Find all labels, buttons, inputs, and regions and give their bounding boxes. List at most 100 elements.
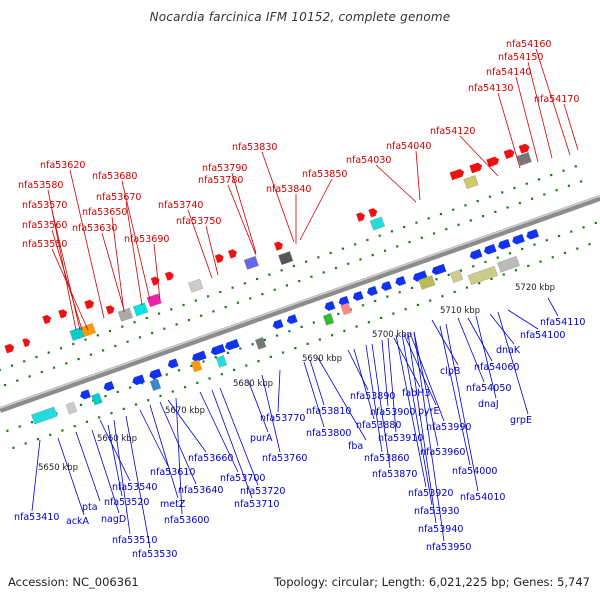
reverse-gene-label[interactable]: nfa54000 <box>452 466 497 477</box>
forward-gene-arrow <box>503 149 515 159</box>
forward-gene-label[interactable]: nfa53630 <box>72 223 117 234</box>
reverse-gene-label[interactable]: nfa53770 <box>260 413 305 424</box>
reverse-gene-label[interactable]: nfa53520 <box>104 497 149 508</box>
reverse-gene-label[interactable]: nfa54060 <box>474 362 519 373</box>
forward-gene-label[interactable]: nfa53620 <box>40 160 85 171</box>
track-dot <box>490 277 493 281</box>
reverse-gene-label[interactable]: ackA <box>66 516 90 527</box>
track-dot <box>294 347 297 350</box>
reverse-gene-label[interactable]: nfa53940 <box>418 524 463 535</box>
reverse-gene-label[interactable]: nfa53960 <box>420 447 465 458</box>
reverse-gene-label[interactable]: nfa54100 <box>520 330 565 341</box>
reverse-gene-arrow <box>431 263 447 276</box>
reverse-gene-label[interactable]: pyrE <box>418 406 440 417</box>
reverse-gene-label[interactable]: nfa54110 <box>540 317 585 328</box>
reverse-gene-label[interactable]: nfa53800 <box>306 428 351 439</box>
track-dot <box>108 329 112 333</box>
forward-gene-label[interactable]: nfa53830 <box>232 142 277 153</box>
forward-gene-box <box>463 175 479 189</box>
forward-gene-label[interactable]: nfa54030 <box>346 155 391 166</box>
reverse-gene-label[interactable]: purA <box>250 433 273 444</box>
reverse-gene-label[interactable]: grpE <box>510 415 532 426</box>
forward-gene-label[interactable]: nfa53550 <box>22 239 67 250</box>
reverse-gene-label[interactable]: dnaJ <box>478 399 499 410</box>
reverse-gene-label[interactable]: nfa53720 <box>240 486 285 497</box>
reverse-gene-label[interactable]: nfa53610 <box>150 467 195 478</box>
reverse-gene-label[interactable]: dnaK <box>496 345 521 356</box>
reverse-gene-label[interactable]: nfa53510 <box>112 535 157 546</box>
reverse-gene-label[interactable]: nfa53410 <box>14 512 59 523</box>
reverse-gene-arrow <box>469 248 483 260</box>
track-dot <box>392 312 395 315</box>
track-dot <box>245 364 248 367</box>
reverse-gene-label[interactable]: nfa54050 <box>466 383 511 394</box>
reverse-gene-label[interactable]: metZ <box>160 499 186 510</box>
forward-gene-label[interactable]: nfa53840 <box>266 184 311 195</box>
reverse-gene-label[interactable]: nfa53530 <box>132 549 177 560</box>
reverse-gene-label[interactable]: nfa53950 <box>426 542 471 553</box>
track-dot <box>306 342 309 345</box>
track-dot <box>452 208 455 211</box>
track-dot <box>525 182 528 185</box>
forward-gene-box <box>278 251 294 266</box>
reverse-leader-line <box>149 404 179 499</box>
reverse-gene-label[interactable]: nagD <box>101 514 126 525</box>
track-dot <box>280 269 283 272</box>
reverse-gene-label[interactable]: nfa53900 <box>370 407 415 418</box>
forward-gene-label[interactable]: nfa53560 <box>22 220 67 231</box>
reverse-gene-label[interactable]: fabH3 <box>402 388 430 399</box>
reverse-leader-line <box>317 357 367 441</box>
track-dot <box>61 429 64 432</box>
reverse-gene-label[interactable]: clpB <box>440 366 460 377</box>
forward-gene-label[interactable]: nfa53850 <box>302 169 347 180</box>
forward-gene-label[interactable]: nfa54130 <box>468 83 513 94</box>
reverse-gene-label[interactable]: nfa53660 <box>188 453 233 464</box>
forward-gene-label[interactable]: nfa54040 <box>386 141 431 152</box>
forward-gene-label[interactable]: nfa53750 <box>176 216 221 227</box>
reverse-gene-box <box>190 359 203 373</box>
forward-gene-label[interactable]: nfa53790 <box>202 163 247 174</box>
forward-gene-label[interactable]: nfa53670 <box>96 192 141 203</box>
reverse-gene-label[interactable]: nfa53710 <box>234 499 279 510</box>
forward-gene-label[interactable]: nfa54170 <box>534 94 579 105</box>
forward-gene-label[interactable]: nfa53680 <box>92 171 137 182</box>
reverse-gene-label[interactable]: nfa53920 <box>408 488 453 499</box>
forward-gene-label[interactable]: nfa54150 <box>498 52 543 63</box>
forward-gene-label[interactable]: nfa54120 <box>430 126 475 137</box>
reverse-gene-label[interactable]: nfa54010 <box>460 492 505 503</box>
reverse-gene-label[interactable]: nfa53890 <box>350 391 395 402</box>
reverse-gene-label[interactable]: nfa53760 <box>262 453 307 464</box>
reverse-gene-label[interactable]: nfa53810 <box>306 406 351 417</box>
reverse-gene-label[interactable]: nfa53880 <box>356 420 401 431</box>
forward-gene-label[interactable]: nfa53690 <box>124 234 169 245</box>
reverse-gene-label[interactable]: nfa53930 <box>414 506 459 517</box>
reverse-gene-arrow <box>324 300 336 311</box>
track-dot <box>49 433 52 436</box>
forward-gene-label[interactable]: nfa53650 <box>82 207 127 218</box>
track-dot <box>543 193 546 196</box>
forward-gene-label[interactable]: nfa53780 <box>198 175 243 186</box>
track-dot <box>36 438 40 441</box>
track-dot <box>194 299 197 302</box>
reverse-gene-label[interactable]: nfa53640 <box>178 485 223 496</box>
track-dot <box>380 316 383 319</box>
reverse-gene-label[interactable]: nfa53860 <box>364 453 409 464</box>
forward-gene-label[interactable]: nfa53570 <box>22 200 67 211</box>
forward-gene-arrow <box>356 212 365 222</box>
forward-gene-label[interactable]: nfa54160 <box>506 39 551 50</box>
forward-gene-label[interactable]: nfa54140 <box>486 67 531 78</box>
forward-gene-label[interactable]: nfa53580 <box>18 180 63 191</box>
reverse-gene-arrow <box>352 290 364 301</box>
reverse-gene-label[interactable]: nfa53540 <box>112 482 157 493</box>
reverse-gene-label[interactable]: nfa53700 <box>220 473 265 484</box>
track-dot <box>147 399 150 402</box>
reverse-gene-label[interactable]: nfa53990 <box>426 422 471 433</box>
reverse-gene-label[interactable]: fba <box>348 441 363 452</box>
reverse-gene-arrow <box>167 358 179 369</box>
forward-leader-line <box>415 150 421 201</box>
forward-gene-label[interactable]: nfa53740 <box>158 200 203 211</box>
reverse-gene-label[interactable]: nfa53870 <box>372 469 417 480</box>
reverse-gene-label[interactable]: nfa53600 <box>164 515 209 526</box>
reverse-gene-label[interactable]: nfa53910 <box>378 433 423 444</box>
reverse-gene-label[interactable]: pta <box>82 502 98 513</box>
